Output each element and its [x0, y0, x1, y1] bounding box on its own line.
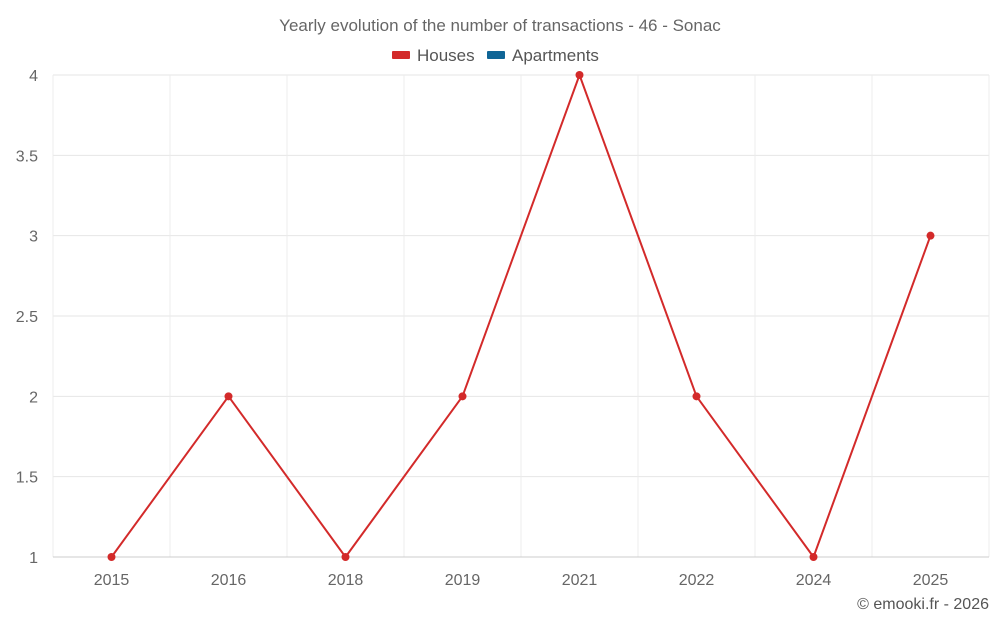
- legend-label-apartments: Apartments: [512, 46, 599, 65]
- y-tick-label: 3: [29, 229, 38, 246]
- x-tick-label: 2015: [94, 572, 130, 589]
- x-tick-label: 2022: [679, 572, 715, 589]
- y-axis: 1 1.5 2 2.5 3 3.5 4: [16, 68, 38, 567]
- x-tick-label: 2021: [562, 572, 598, 589]
- x-tick-label: 2024: [796, 572, 832, 589]
- legend-label-houses: Houses: [417, 46, 475, 65]
- x-tick-label: 2019: [445, 572, 481, 589]
- legend-swatch-apartments: [487, 51, 505, 59]
- chart-title: Yearly evolution of the number of transa…: [279, 16, 721, 35]
- data-point-houses[interactable]: [224, 392, 233, 401]
- data-point-houses[interactable]: [458, 392, 467, 401]
- x-tick-label: 2025: [913, 572, 949, 589]
- grid: [52, 74, 990, 558]
- data-point-houses[interactable]: [809, 553, 818, 561]
- series-houses: [107, 71, 935, 561]
- y-tick-label: 2.5: [16, 309, 38, 326]
- y-tick-label: 1: [29, 550, 38, 567]
- data-point-houses[interactable]: [575, 71, 584, 79]
- y-tick-label: 2: [29, 389, 38, 406]
- legend-item-apartments[interactable]: Apartments: [487, 46, 599, 65]
- series-line-houses: [110, 74, 932, 558]
- x-tick-label: 2016: [211, 572, 247, 589]
- y-tick-label: 4: [29, 68, 38, 85]
- data-point-houses[interactable]: [692, 392, 701, 401]
- x-tick-label: 2018: [328, 572, 364, 589]
- data-point-houses[interactable]: [341, 553, 350, 561]
- legend-item-houses[interactable]: Houses: [392, 46, 475, 65]
- legend-swatch-houses: [392, 51, 410, 59]
- data-point-houses[interactable]: [107, 553, 116, 561]
- data-point-houses[interactable]: [926, 231, 935, 240]
- y-tick-label: 3.5: [16, 148, 38, 165]
- credit-text: © emooki.fr - 2026: [857, 596, 989, 613]
- y-tick-label: 1.5: [16, 470, 38, 487]
- legend: Houses Apartments: [392, 46, 599, 65]
- x-axis: 2015 2016 2018 2019 2021 2022 2024 2025: [53, 556, 989, 589]
